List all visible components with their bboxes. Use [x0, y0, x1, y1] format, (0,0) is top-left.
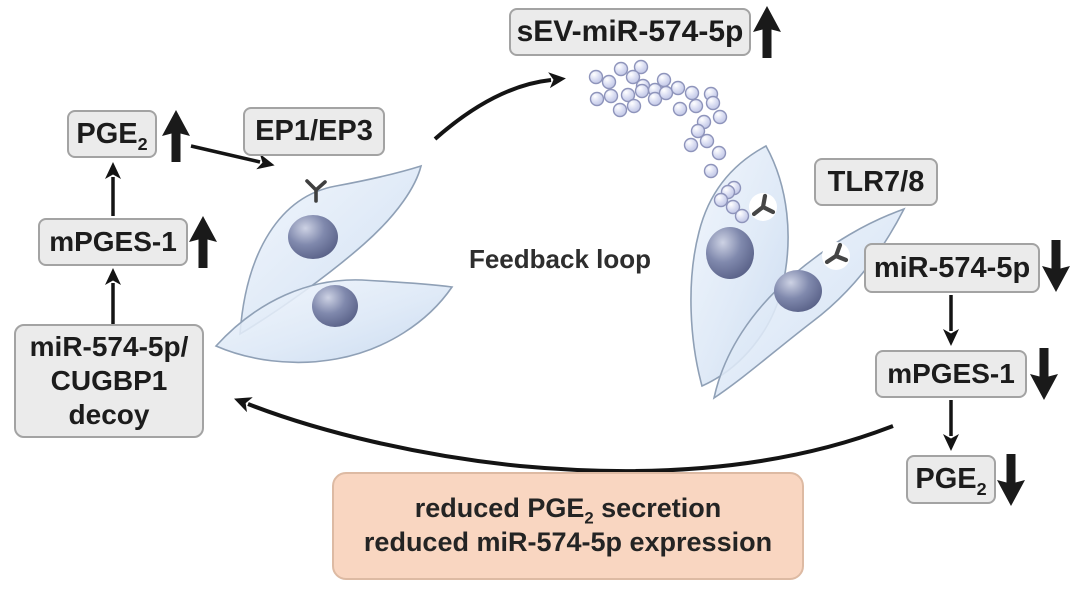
- box-label: sEV-miR-574-5p: [516, 15, 744, 49]
- box-label: miR-574-5p: [873, 251, 1031, 284]
- subscript: 2: [584, 508, 594, 528]
- arrow-pge2-to-ep-receptor: [190, 144, 275, 170]
- outcome-line2: reduced miR-574-5p expression: [363, 527, 773, 557]
- down-arrow-icon: [997, 454, 1025, 506]
- cell-nucleus: [312, 285, 358, 327]
- box-label: mPGES-1: [49, 226, 177, 258]
- box-sev-mir574: sEV-miR-574-5p: [509, 8, 751, 56]
- box-mpges1-left: mPGES-1: [38, 218, 188, 266]
- box-label-line: CUGBP1: [50, 364, 168, 396]
- cell-nucleus: [774, 270, 822, 312]
- box-ep1-ep3: EP1/EP3: [243, 107, 385, 156]
- down-arrow-icon: [1042, 240, 1070, 292]
- box-mir574-cugbp1-decoy: miR-574-5p/ CUGBP1 decoy: [14, 324, 204, 438]
- subscript: 2: [137, 133, 148, 154]
- box-label-line: decoy: [68, 399, 150, 431]
- cell-nucleus: [288, 215, 338, 259]
- box-label: TLR7/8: [827, 165, 925, 198]
- box-tlr7-8: TLR7/8: [814, 158, 938, 206]
- box-mir574-right: miR-574-5p: [864, 243, 1040, 293]
- outcome-box: reduced PGE2 secretion reduced miR-574-5…: [332, 472, 804, 580]
- box-pge2-left: PGE2: [67, 110, 157, 158]
- box-label-line: miR-574-5p/: [29, 330, 189, 362]
- up-arrow-icon: [753, 6, 781, 58]
- box-mpges1-right: mPGES-1: [875, 350, 1027, 398]
- ep-receptor-y-icon: [305, 179, 327, 203]
- outcome-line1: reduced PGE2 secretion: [414, 493, 722, 528]
- box-label: mPGES-1: [887, 358, 1015, 390]
- tlr-receptor-icon: [749, 193, 777, 221]
- arrow-feedback-return: [234, 397, 894, 473]
- feedback-loop-label: Feedback loop: [468, 243, 652, 274]
- box-label: PGE2: [76, 117, 148, 154]
- up-arrow-icon: [189, 216, 217, 268]
- down-arrow-icon: [1030, 348, 1058, 400]
- extracellular-vesicle-dots: [588, 59, 750, 224]
- tlr-receptor-icon: [822, 242, 850, 270]
- box-pge2-right: PGE2: [906, 455, 996, 504]
- box-label: PGE2: [915, 463, 987, 500]
- subscript: 2: [976, 479, 987, 500]
- cell-illustration-left: [214, 164, 454, 364]
- arrow-secretion-to-vesicles: [433, 72, 566, 141]
- up-arrow-icon: [162, 110, 190, 162]
- cell-nucleus: [706, 227, 754, 279]
- connector-arrows: [105, 72, 959, 473]
- box-label: EP1/EP3: [255, 115, 373, 148]
